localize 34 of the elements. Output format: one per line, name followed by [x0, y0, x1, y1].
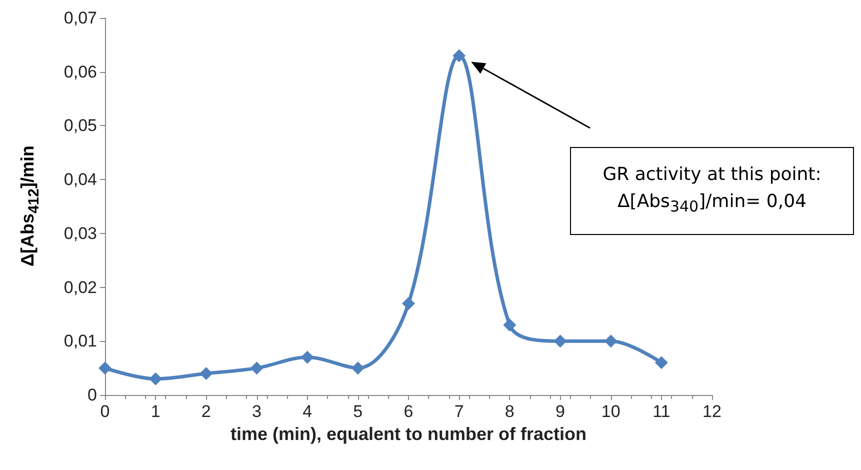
y-tick-label: 0,06 [64, 62, 97, 82]
x-tick-label: 1 [150, 402, 160, 421]
point [300, 350, 314, 364]
y-tick-label: 0,07 [64, 8, 97, 28]
point [604, 334, 618, 348]
x-tick-label: 12 [702, 402, 722, 421]
point [98, 362, 112, 375]
x-tick-label: 11 [652, 402, 670, 421]
point [452, 49, 466, 62]
x-axis-title: time (min), equalent to number of fraction [230, 424, 587, 444]
point [503, 318, 516, 332]
y-tick-label: 0,04 [64, 170, 97, 190]
x-tick-label: 3 [252, 402, 262, 421]
point [250, 362, 264, 375]
x-tick-label: 5 [353, 402, 363, 421]
x-tick-label: 6 [404, 402, 414, 421]
x-tick-label: 2 [201, 402, 211, 421]
x-tick-label: 4 [302, 402, 312, 421]
y-tick-label: 0,01 [64, 332, 97, 351]
point [654, 356, 668, 370]
x-tick-label: 9 [556, 402, 565, 421]
y-tick-label: 0,05 [64, 116, 97, 136]
x-tick-label: 7 [454, 402, 464, 421]
point [200, 366, 213, 380]
point [554, 334, 567, 348]
point [351, 362, 364, 375]
y-tick-label: 0,03 [64, 224, 97, 243]
point [402, 296, 415, 310]
y-tick-label: 0 [88, 386, 97, 404]
x-tick-label: 10 [601, 402, 620, 421]
x-tick-label: 0 [100, 402, 110, 421]
point [149, 372, 162, 386]
x-tick-label: 8 [504, 402, 514, 421]
y-tick-label: 0,02 [64, 278, 97, 297]
